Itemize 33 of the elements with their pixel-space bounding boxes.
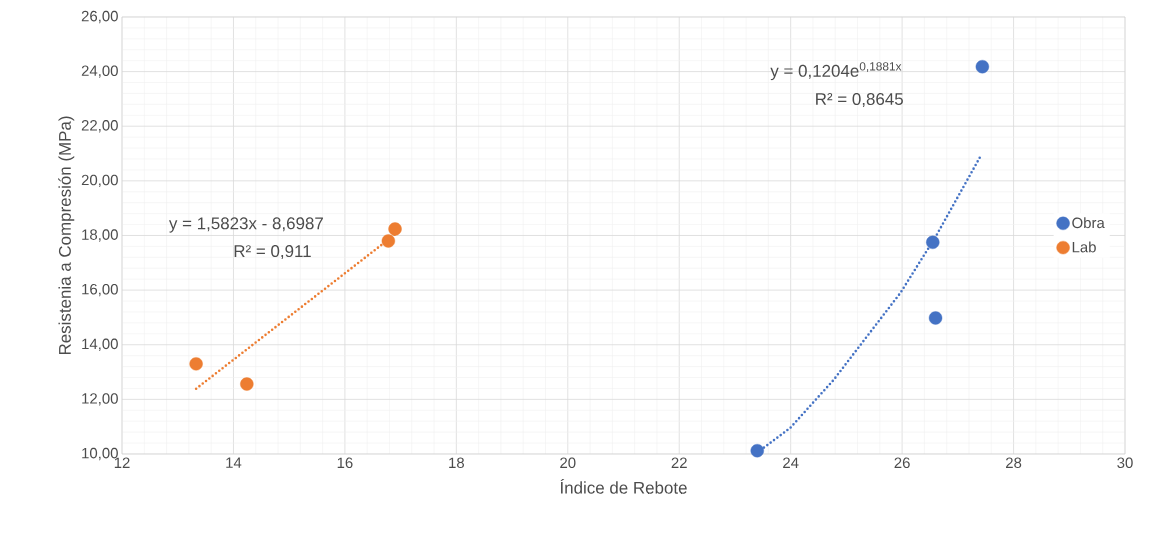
point: [928, 311, 943, 325]
point: [381, 234, 396, 248]
point: [975, 60, 990, 74]
y-tick-label: 12,00: [82, 393, 118, 406]
point: [189, 357, 203, 371]
x-tick-label: 18: [449, 457, 464, 469]
point: [388, 222, 402, 236]
y-tick-label: 16,00: [82, 283, 118, 297]
y-axis-title: Resistenia a Compresión (MPa): [58, 116, 75, 355]
y-tick-label: 26,00: [81, 10, 118, 24]
point: [750, 444, 764, 458]
point: [240, 377, 254, 391]
annotation: y = 0,1204e$^{0,1881x}$: [770, 62, 902, 81]
x-tick-label: 16: [337, 457, 353, 469]
annotation: y = 1,5823x - 8,6987: [168, 217, 323, 233]
annotation: R² = 0,911: [234, 245, 311, 260]
y-tick-label: 20,00: [81, 174, 118, 188]
y-tick-label: 14,00: [82, 338, 118, 351]
x-tick-label: 26: [894, 457, 910, 469]
x-tick-label: 20: [560, 457, 576, 469]
x-tick-label: 28: [1006, 457, 1022, 469]
y-tick-label: 22,00: [81, 120, 118, 133]
y-tick-label: 24,00: [81, 65, 118, 78]
x-tick-label: 14: [226, 457, 242, 468]
x-tick-label: 24: [783, 457, 799, 468]
x-axis-title: Índice de Rebote: [560, 478, 687, 494]
x-tick-label: 22: [671, 457, 687, 468]
legend-label: Obra: [1072, 217, 1105, 229]
annotation: R² = 0,8645: [816, 93, 903, 108]
legend-label: Lab: [1072, 241, 1096, 253]
point: [926, 235, 940, 249]
x-tick-label: 30: [1117, 457, 1133, 469]
y-tick-label: 18,00: [82, 229, 118, 242]
